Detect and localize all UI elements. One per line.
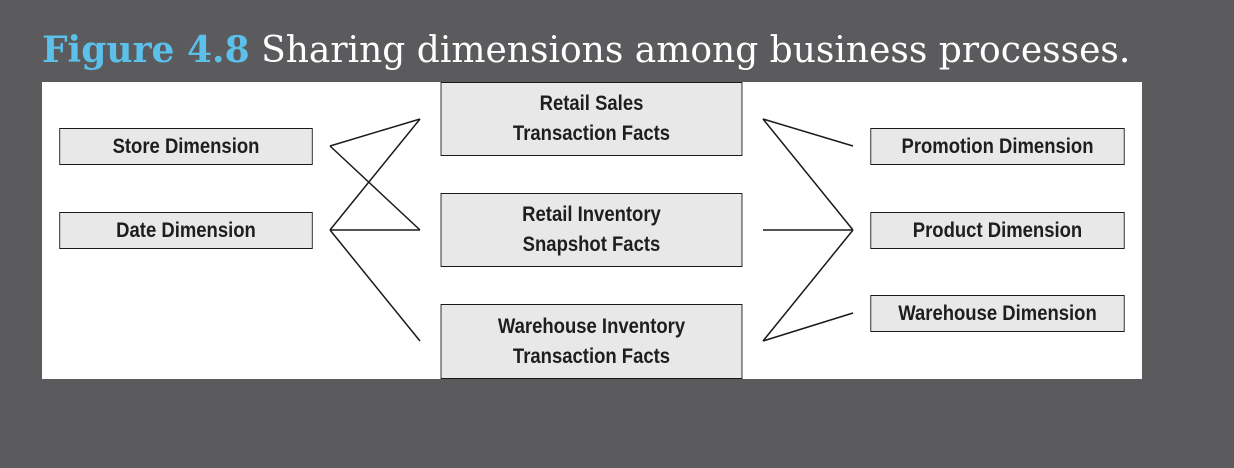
connector-store-to-retail-sales <box>329 118 421 147</box>
warehouse-inventory-facts-box: Warehouse Inventory Transaction Facts <box>440 304 743 379</box>
product-dimension-label: Product Dimension <box>912 218 1083 242</box>
warehouse-inventory-facts-line1: Warehouse Inventory <box>497 314 686 338</box>
promotion-dimension-box: Promotion Dimension <box>870 128 1125 165</box>
figure-label: Figure 4.8 <box>42 29 250 71</box>
connector-store-to-retail-inventory <box>329 145 421 231</box>
retail-sales-facts-line1: Retail Sales <box>539 92 644 115</box>
diagram-panel: Store Dimension Date Dimension Retail Sa… <box>42 82 1142 379</box>
date-dimension-label: Date Dimension <box>116 218 256 242</box>
connector-warehouse-inventory-to-warehouse <box>762 312 854 342</box>
connector-lines <box>329 118 854 342</box>
store-dimension-label: Store Dimension <box>112 134 260 158</box>
retail-inventory-facts-line1: Retail Inventory <box>522 203 661 226</box>
connector-date-to-retail-sales <box>329 118 421 231</box>
connector-warehouse-inventory-to-product <box>762 229 854 342</box>
figure-caption: Figure 4.8 Sharing dimensions among busi… <box>42 28 1130 73</box>
warehouse-dimension-label: Warehouse Dimension <box>898 301 1097 325</box>
retail-inventory-facts-box: Retail Inventory Snapshot Facts <box>440 193 743 267</box>
store-dimension-box: Store Dimension <box>59 128 313 165</box>
figure-title: Sharing dimensions among business proces… <box>261 30 1131 71</box>
retail-sales-facts-box: Retail Sales Transaction Facts <box>440 82 743 156</box>
warehouse-dimension-box: Warehouse Dimension <box>870 295 1125 332</box>
connector-retail-sales-to-product <box>762 118 854 231</box>
retail-inventory-facts-line2: Snapshot Facts <box>522 233 661 256</box>
promotion-dimension-label: Promotion Dimension <box>901 134 1094 158</box>
connector-retail-sales-to-promotion <box>762 118 854 147</box>
date-dimension-box: Date Dimension <box>59 212 313 249</box>
connector-date-to-warehouse-inventory <box>329 229 421 342</box>
product-dimension-box: Product Dimension <box>870 212 1125 249</box>
retail-sales-facts-line2: Transaction Facts <box>512 122 671 145</box>
warehouse-inventory-facts-line2: Transaction Facts <box>512 344 671 368</box>
